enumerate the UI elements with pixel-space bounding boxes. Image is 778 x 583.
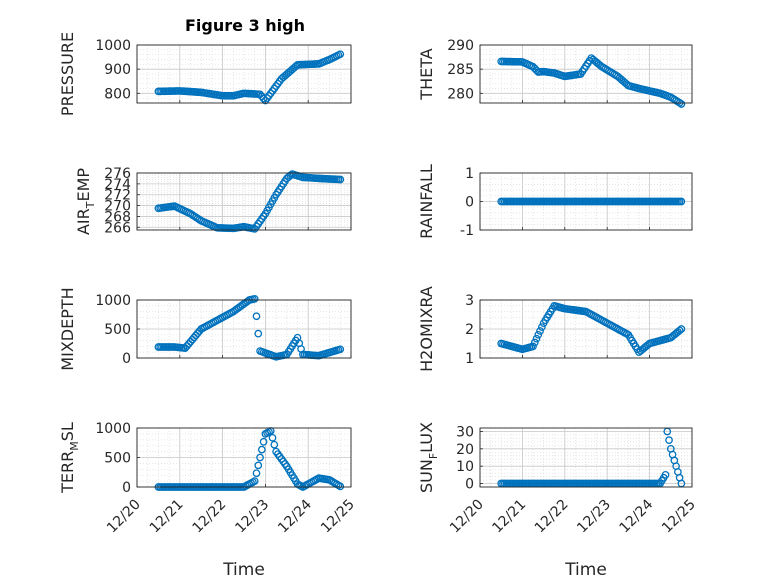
subplot-terr-msl: 0 500 1000 12/20 12/21 12/22 12/23 12/24 12/25 Ti… [58,421,358,580]
data-point [336,50,345,59]
y-tick-label: 270 [104,199,131,215]
y-axis-label: H2OMIXRA [417,286,436,372]
figure-title: Figure 3 high [185,16,305,35]
y-tick-label: 0 [122,480,131,496]
x-tick-label: 12/23 [232,497,272,537]
subplot-h2omixra: 1 2 3 H2OMIXRA [417,286,693,372]
data-point [677,325,686,333]
x-tick-label: 12/25 [318,497,358,537]
data-point [677,100,686,108]
y-tick-label: 0 [465,477,474,493]
data-point [537,323,546,331]
axes-box [479,299,693,359]
x-tick-label: 12/24 [275,496,315,536]
y-axis-label: TERR_MSL [58,422,81,494]
y-axis-label: SUN_FLUX [417,422,440,493]
y-axis-label: AIR_TEMP [74,168,97,235]
y-tick-label: 2 [465,322,474,338]
axes-box [479,44,693,104]
x-tick-label: 12/20 [447,497,487,537]
y-tick-label: 274 [104,177,131,193]
y-tick-label: 500 [104,451,131,467]
y-tick-label: 0 [122,351,131,367]
x-tick-label: 12/23 [574,497,614,537]
x-tick-label: 12/24 [617,496,657,536]
data-point [529,342,537,351]
axes-box [136,44,352,104]
y-tick-label: 30 [456,424,474,440]
y-tick-label: 280 [447,86,474,102]
data-point [270,440,279,449]
y-tick-label: 800 [104,86,131,102]
y-tick-label: 276 [104,166,131,182]
y-tick-label: 20 [456,442,474,458]
data-point [336,345,345,354]
subplot-rainfall: -1 0 1 RAINFALL [417,164,693,239]
data-point [677,197,686,206]
subplot-mixdepth: 0 500 1000 MIXDEPTH [58,287,352,371]
y-tick-label: 10 [456,459,474,475]
x-tick-label: 12/22 [190,497,230,537]
subplot-pressure: 800 900 1000 PRESSURE [58,32,352,116]
data-point [250,477,259,485]
data-point [254,461,263,470]
y-tick-label: 500 [104,322,131,338]
data-point [534,330,543,339]
data-point [336,482,345,491]
x-tick-label: 12/21 [489,497,529,537]
y-tick-label: 285 [447,62,474,78]
x-axis-label: Time [564,560,607,580]
y-tick-label: 1000 [95,293,131,309]
axes-box [136,299,352,359]
x-tick-label: 12/25 [659,497,699,537]
x-tick-label: 12/22 [532,497,572,537]
data-point [536,327,544,335]
y-tick-label: 1 [465,166,474,182]
y-tick-label: 272 [104,188,131,204]
y-tick-label: 290 [447,38,474,54]
data-point [256,453,264,462]
axes-box [479,172,693,231]
y-tick-label: 0 [465,195,474,211]
y-tick-label: 900 [104,62,131,78]
data-point [268,433,277,442]
data-point [336,175,345,184]
x-tick-label: 12/20 [104,497,144,537]
y-axis-label: THETA [417,48,436,100]
y-axis-label: PRESSURE [58,32,77,116]
y-tick-label: -1 [460,223,474,239]
data-point [259,437,268,446]
data-point [532,66,541,75]
data-point [530,338,539,347]
y-axis-label: RAINFALL [417,164,436,239]
y-tick-label: 268 [104,209,131,225]
data-point [252,469,261,478]
y-tick-label: 266 [104,220,131,236]
subplot-theta: 280 285 290 THETA [417,38,693,108]
data-point [254,329,263,338]
axes-box [479,427,693,488]
axes-box [136,427,352,488]
data-point [532,334,541,343]
data-point [250,294,259,303]
data-point [252,312,261,321]
x-axis-label: Time [222,560,265,580]
data-point [257,445,266,454]
y-tick-label: 3 [465,293,474,309]
data-point [286,171,295,180]
data-point [661,471,670,479]
y-tick-label: 1000 [95,38,131,54]
y-tick-label: 1000 [95,421,131,437]
data-point [665,436,673,444]
y-axis-label: MIXDEPTH [58,287,77,370]
x-tick-label: 12/21 [147,497,187,537]
y-tick-label: 1 [465,351,474,367]
axes-box [136,172,352,231]
data-point [675,326,684,335]
